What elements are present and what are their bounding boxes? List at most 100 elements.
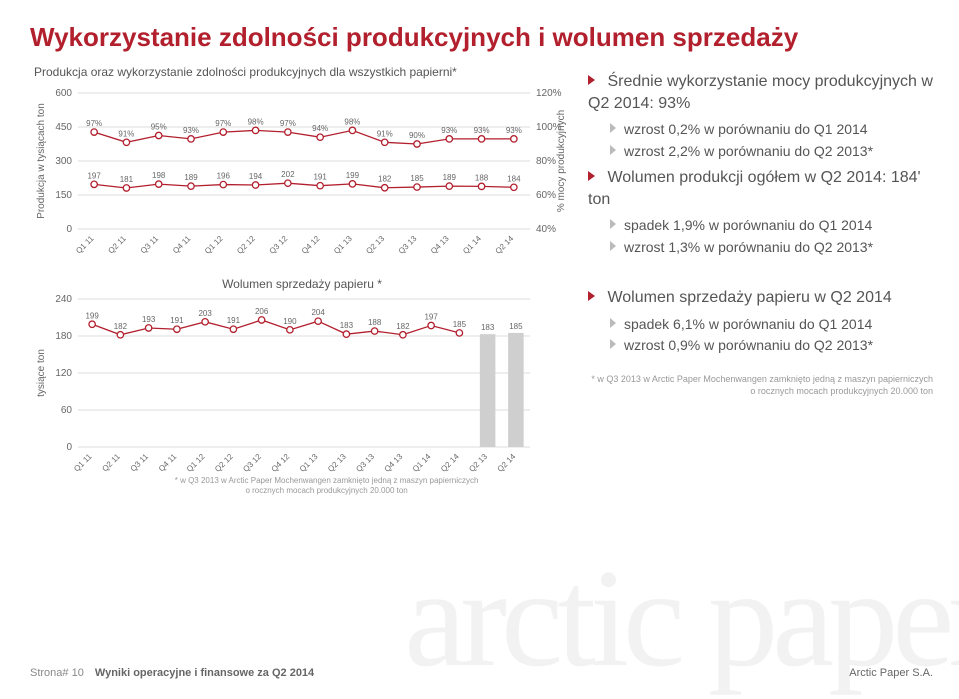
chart1-title: Produkcja oraz wykorzystanie zdolności p… xyxy=(34,65,570,79)
chart1-svg: 015030045060040%60%80%100%120%Produkcja … xyxy=(30,81,570,271)
svg-text:Q2 11: Q2 11 xyxy=(106,234,128,256)
svg-text:188: 188 xyxy=(368,318,382,327)
svg-text:60: 60 xyxy=(61,405,73,416)
bullet-sub: wzrost 0,9% w porównaniu do Q2 2013* xyxy=(610,336,933,355)
svg-text:80%: 80% xyxy=(536,156,556,167)
svg-text:Q2 14: Q2 14 xyxy=(496,452,518,474)
svg-text:189: 189 xyxy=(184,173,198,182)
bullet-sub: wzrost 1,3% w porównaniu do Q2 2013* xyxy=(610,238,933,257)
svg-text:tysiące ton: tysiące ton xyxy=(36,349,47,397)
arrow-icon xyxy=(610,123,616,133)
svg-text:150: 150 xyxy=(55,190,72,201)
arrow-icon xyxy=(588,75,595,85)
arrow-icon xyxy=(610,241,616,251)
svg-text:97%: 97% xyxy=(86,119,102,128)
bullets-footnote: * w Q3 2013 w Arctic Paper Mochenwangen … xyxy=(588,373,933,397)
footer-page: Strona# 10 xyxy=(30,667,84,679)
svg-text:o rocznych mocach produkcyjnyc: o rocznych mocach produkcyjnych 20.000 t… xyxy=(245,486,407,495)
svg-text:Q1 13: Q1 13 xyxy=(298,452,320,474)
svg-text:Q3 11: Q3 11 xyxy=(129,452,151,474)
svg-text:181: 181 xyxy=(120,175,134,184)
svg-text:60%: 60% xyxy=(536,190,556,201)
arrow-icon xyxy=(588,171,595,181)
svg-text:199: 199 xyxy=(85,311,99,320)
svg-text:Q3 13: Q3 13 xyxy=(354,452,376,474)
svg-text:91%: 91% xyxy=(377,129,393,138)
svg-text:93%: 93% xyxy=(474,126,490,135)
bullet-lead-2: Wolumen produkcji ogółem w Q2 2014: 184'… xyxy=(588,167,933,210)
svg-text:* w Q3 2013 w Arctic Paper Moc: * w Q3 2013 w Arctic Paper Mochenwangen … xyxy=(175,476,479,485)
svg-text:185: 185 xyxy=(410,174,424,183)
bullet-lead-1-text: Średnie wykorzystanie mocy produkcyjnych… xyxy=(588,73,933,112)
svg-text:Q1 14: Q1 14 xyxy=(461,234,483,256)
svg-text:91%: 91% xyxy=(118,129,134,138)
svg-text:Q2 11: Q2 11 xyxy=(100,452,122,474)
svg-text:193: 193 xyxy=(142,315,156,324)
footer-right: Arctic Paper S.A. xyxy=(849,667,933,679)
arrow-icon xyxy=(610,145,616,155)
svg-text:% mocy produkcyjnych: % mocy produkcyjnych xyxy=(556,110,567,212)
svg-text:Q1 11: Q1 11 xyxy=(72,452,94,474)
svg-text:450: 450 xyxy=(55,122,72,133)
chart-sales-volume: Wolumen sprzedaży papieru * 060120180240… xyxy=(30,277,570,503)
svg-text:185: 185 xyxy=(453,320,467,329)
svg-text:Q2 12: Q2 12 xyxy=(235,234,257,256)
svg-text:94%: 94% xyxy=(312,124,328,133)
bullet-lead-1: Średnie wykorzystanie mocy produkcyjnych… xyxy=(588,71,933,114)
svg-text:Q2 12: Q2 12 xyxy=(213,452,235,474)
svg-text:197: 197 xyxy=(87,171,101,180)
svg-text:Q3 13: Q3 13 xyxy=(397,234,419,256)
svg-text:Q3 12: Q3 12 xyxy=(267,234,289,256)
svg-text:182: 182 xyxy=(396,322,410,331)
svg-text:Q4 13: Q4 13 xyxy=(383,452,405,474)
svg-text:188: 188 xyxy=(475,173,489,182)
svg-text:40%: 40% xyxy=(536,224,556,235)
arrow-icon xyxy=(610,339,616,349)
bullet-sub: spadek 6,1% w porównaniu do Q1 2014 xyxy=(610,315,933,334)
svg-text:Q1 12: Q1 12 xyxy=(203,234,225,256)
svg-text:98%: 98% xyxy=(248,117,264,126)
svg-text:240: 240 xyxy=(55,294,72,305)
svg-text:Q1 13: Q1 13 xyxy=(332,234,354,256)
svg-text:Q3 12: Q3 12 xyxy=(241,452,263,474)
svg-text:202: 202 xyxy=(281,170,295,179)
svg-text:120%: 120% xyxy=(536,88,562,99)
svg-text:0: 0 xyxy=(66,442,72,453)
svg-text:95%: 95% xyxy=(151,123,167,132)
svg-text:97%: 97% xyxy=(215,119,231,128)
arrow-icon xyxy=(610,318,616,328)
page-title: Wykorzystanie zdolności produkcyjnych i … xyxy=(30,22,933,53)
svg-text:Q1 12: Q1 12 xyxy=(185,452,207,474)
svg-text:Q4 11: Q4 11 xyxy=(157,452,179,474)
svg-text:196: 196 xyxy=(217,172,231,181)
bullet-lead-2-text: Wolumen produkcji ogółem w Q2 2014: 184'… xyxy=(588,169,921,208)
svg-text:Produkcja w tysiącach ton: Produkcja w tysiącach ton xyxy=(36,103,47,219)
bullet-lead-3: Wolumen sprzedaży papieru w Q2 2014 xyxy=(588,287,933,309)
svg-text:97%: 97% xyxy=(280,119,296,128)
svg-text:191: 191 xyxy=(170,316,184,325)
svg-text:Q3 11: Q3 11 xyxy=(139,234,161,256)
svg-text:600: 600 xyxy=(55,88,72,99)
svg-text:191: 191 xyxy=(227,316,241,325)
svg-text:190: 190 xyxy=(283,317,297,326)
svg-text:Q1 11: Q1 11 xyxy=(74,234,96,256)
svg-text:183: 183 xyxy=(340,321,354,330)
svg-text:Q4 11: Q4 11 xyxy=(171,234,193,256)
bullet-sub: wzrost 0,2% w porównaniu do Q1 2014 xyxy=(610,120,933,139)
svg-text:197: 197 xyxy=(424,313,438,322)
svg-text:Q2 14: Q2 14 xyxy=(439,452,461,474)
bullets-panel: Średnie wykorzystanie mocy produkcyjnych… xyxy=(588,65,933,503)
svg-text:300: 300 xyxy=(55,156,72,167)
svg-text:Q4 13: Q4 13 xyxy=(429,234,451,256)
svg-text:Q2 13: Q2 13 xyxy=(326,452,348,474)
arrow-icon xyxy=(588,291,595,301)
svg-text:191: 191 xyxy=(313,173,327,182)
svg-text:120: 120 xyxy=(55,368,72,379)
bullet-sub: wzrost 2,2% w porównaniu do Q2 2013* xyxy=(610,142,933,161)
svg-text:Q2 14: Q2 14 xyxy=(493,234,515,256)
svg-text:98%: 98% xyxy=(344,117,360,126)
bullet-lead-3-text: Wolumen sprzedaży papieru w Q2 2014 xyxy=(607,289,891,306)
svg-text:206: 206 xyxy=(255,307,269,316)
svg-text:90%: 90% xyxy=(409,131,425,140)
svg-text:Q2 13: Q2 13 xyxy=(364,234,386,256)
